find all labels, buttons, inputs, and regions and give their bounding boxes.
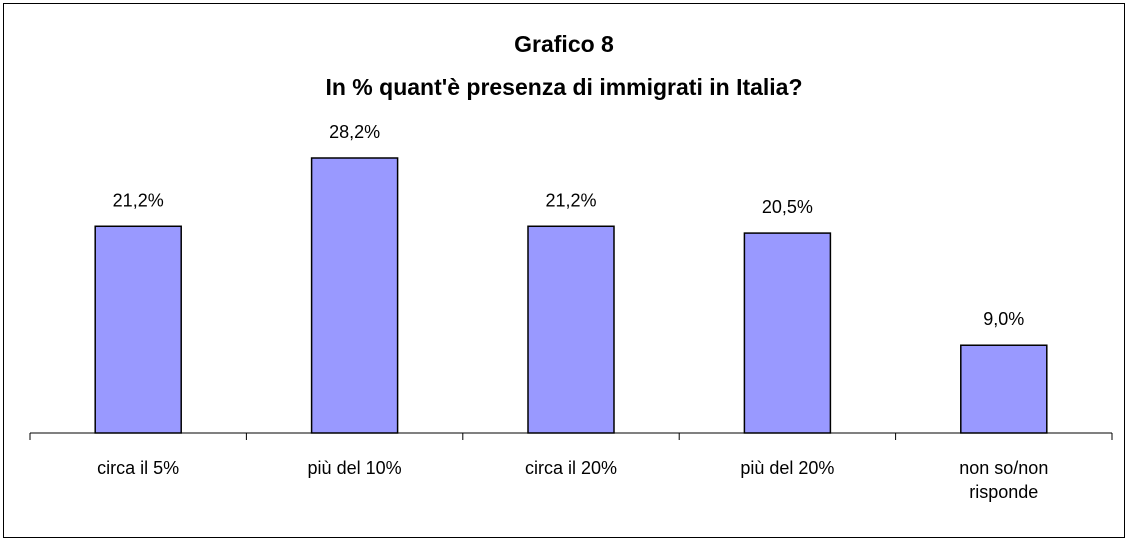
data-label: 21,2%	[545, 190, 596, 210]
data-label: 21,2%	[113, 190, 164, 210]
x-tick-label: circa il 5%	[97, 458, 180, 478]
data-label: 20,5%	[762, 197, 813, 217]
data-label: 9,0%	[983, 309, 1024, 329]
x-tick-label: circa il 20%	[524, 458, 618, 478]
x-tick-label: più del 10%	[307, 458, 402, 478]
data-label: 28,2%	[329, 122, 380, 142]
x-tick-label: non so/non risponde	[959, 458, 1049, 502]
chart-title: Grafico 8	[514, 31, 614, 57]
bar	[94, 225, 182, 434]
bar	[310, 157, 399, 434]
x-tick-label: più del 20%	[740, 458, 835, 478]
bar	[960, 344, 1048, 434]
bar	[743, 232, 832, 434]
bar	[527, 225, 615, 434]
chart-subtitle: In % quant'è presenza di immigrati in It…	[325, 74, 802, 100]
